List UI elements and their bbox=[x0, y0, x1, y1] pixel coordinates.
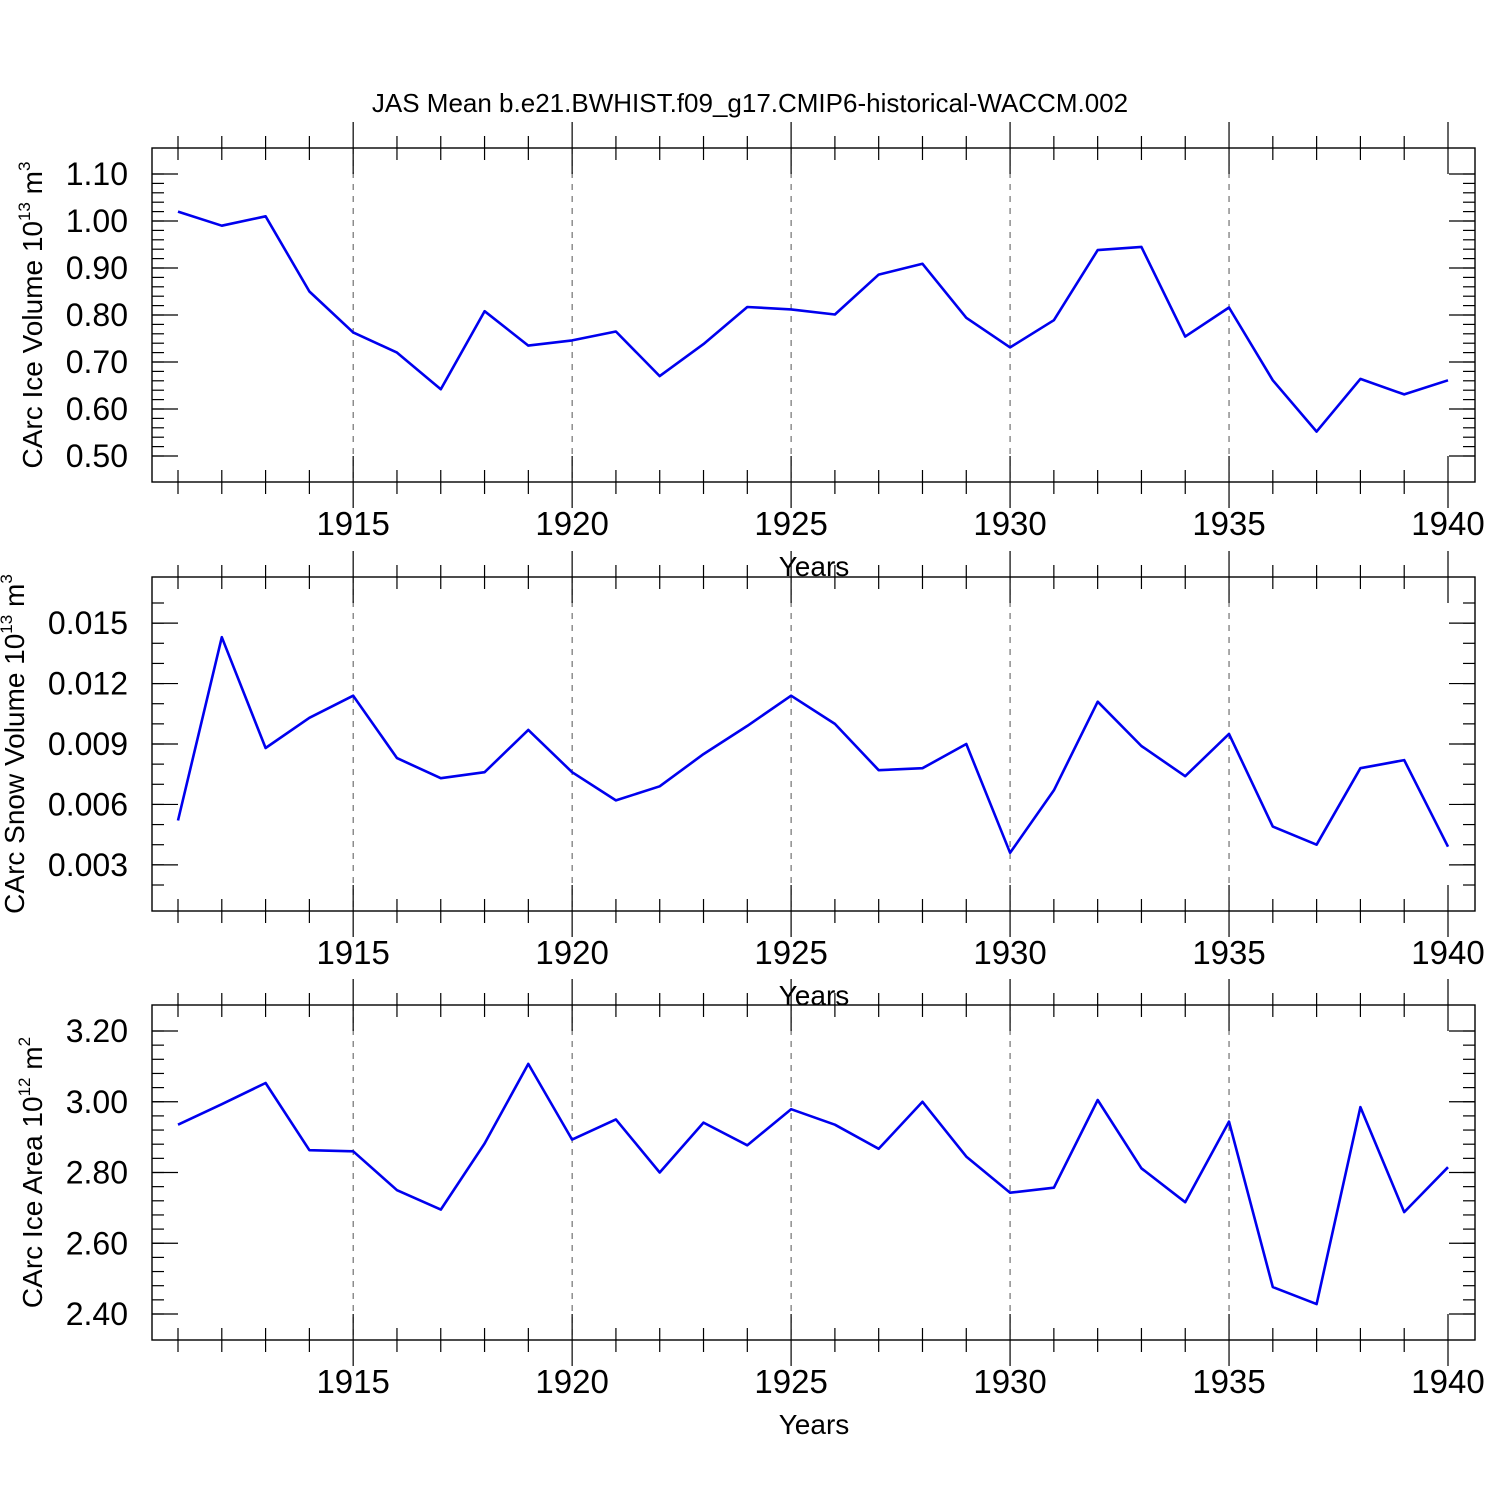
y-tick-label: 0.006 bbox=[48, 786, 128, 822]
y-tick-label: 3.00 bbox=[66, 1084, 128, 1120]
x-tick-label: 1920 bbox=[535, 1363, 608, 1400]
x-tick-label: 1925 bbox=[754, 505, 827, 542]
y-tick-label: 2.40 bbox=[66, 1296, 128, 1332]
y-tick-label: 0.70 bbox=[66, 344, 128, 380]
x-tick-label: 1920 bbox=[535, 934, 608, 971]
y-axis-label-part: m bbox=[0, 584, 30, 615]
y-axis-label-part: CArc Ice Area 10 bbox=[17, 1096, 48, 1308]
y-axis-label-part: m bbox=[17, 171, 48, 202]
y-tick-label: 0.015 bbox=[48, 605, 128, 641]
y-axis-label-superscript: 13 bbox=[0, 615, 16, 634]
y-tick-label: 2.80 bbox=[66, 1155, 128, 1191]
x-tick-label: 1930 bbox=[973, 505, 1046, 542]
y-tick-label: 1.00 bbox=[66, 203, 128, 239]
x-tick-label: 1915 bbox=[316, 505, 389, 542]
panels: 0.50 0.60 0.70 0.80 0.90 1.00 1.10 1915 1920 1925… bbox=[0, 122, 1485, 1440]
y-axis-label-part: m bbox=[17, 1046, 48, 1077]
y-axis-label: CArc Snow Volume 1013 m3 bbox=[0, 574, 30, 914]
y-axis-label-superscript: 12 bbox=[15, 1078, 34, 1097]
panel-1: 0.50 0.60 0.70 0.80 0.90 1.00 1.10 1915 1920 1925… bbox=[15, 122, 1485, 582]
x-tick-label: 1915 bbox=[316, 934, 389, 971]
y-tick-label: 0.009 bbox=[48, 726, 128, 762]
x-tick-label: 1935 bbox=[1192, 1363, 1265, 1400]
figure-title: JAS Mean b.e21.BWHIST.f09_g17.CMIP6-hist… bbox=[372, 88, 1128, 118]
y-axis-label-part: CArc Ice Volume 10 bbox=[17, 221, 48, 468]
y-axis-label-part: CArc Snow Volume 10 bbox=[0, 634, 30, 914]
y-tick-label: 0.80 bbox=[66, 297, 128, 333]
series-line bbox=[177, 1062, 1449, 1306]
x-tick-label: 1915 bbox=[316, 1363, 389, 1400]
series-line bbox=[177, 210, 1449, 433]
y-axis-label-superscript: 3 bbox=[15, 162, 34, 171]
x-tick-label: 1920 bbox=[535, 505, 608, 542]
panel-3: 2.40 2.60 2.80 3.00 3.20 1915 1920 1925 1930 1935… bbox=[15, 979, 1485, 1440]
y-tick-label: 3.20 bbox=[66, 1013, 128, 1049]
y-axis-label-superscript: 3 bbox=[0, 574, 16, 583]
y-axis-label-superscript: 13 bbox=[15, 202, 34, 221]
y-tick-label: 2.60 bbox=[66, 1225, 128, 1261]
y-axis-label-superscript: 2 bbox=[15, 1037, 34, 1046]
x-tick-label: 1925 bbox=[754, 934, 827, 971]
x-axis-label: Years bbox=[779, 980, 850, 1011]
y-tick-label: 1.10 bbox=[66, 156, 128, 192]
y-axis-label: CArc Ice Volume 1013 m3 bbox=[15, 162, 48, 469]
x-tick-label: 1935 bbox=[1192, 505, 1265, 542]
series-line bbox=[176, 635, 1450, 855]
x-tick-label: 1940 bbox=[1411, 505, 1484, 542]
x-tick-label: 1940 bbox=[1411, 934, 1484, 971]
y-tick-label: 0.60 bbox=[66, 391, 128, 427]
y-tick-label: 0.90 bbox=[66, 250, 128, 286]
x-tick-label: 1930 bbox=[973, 1363, 1046, 1400]
x-axis-label: Years bbox=[779, 1409, 850, 1440]
y-axis-label: CArc Ice Area 1012 m2 bbox=[15, 1037, 48, 1308]
y-tick-label: 0.50 bbox=[66, 438, 128, 474]
x-tick-label: 1940 bbox=[1411, 1363, 1484, 1400]
panel-2: 0.003 0.006 0.009 0.012 0.015 1915 1920 1925 193… bbox=[0, 551, 1485, 1011]
x-tick-label: 1935 bbox=[1192, 934, 1265, 971]
y-tick-label: 0.012 bbox=[48, 666, 128, 702]
x-tick-label: 1930 bbox=[973, 934, 1046, 971]
x-tick-label: 1925 bbox=[754, 1363, 827, 1400]
y-tick-label: 0.003 bbox=[48, 847, 128, 883]
